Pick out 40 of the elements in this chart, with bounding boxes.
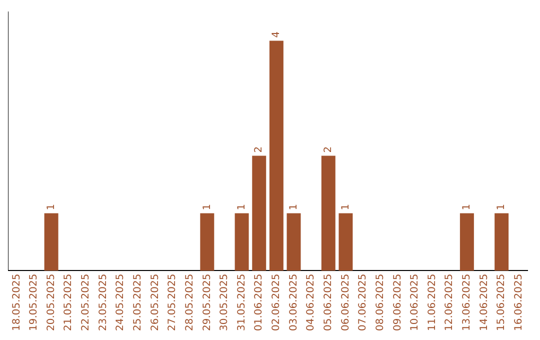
x-tick-label: 28.05.2025: [184, 274, 196, 332]
data-label: 1: [496, 204, 508, 210]
x-tick-label: 24.05.2025: [115, 274, 126, 332]
data-label: 1: [462, 204, 473, 210]
x-tick-label: 25.05.2025: [132, 274, 144, 332]
x-tick-label: 06.06.2025: [340, 274, 352, 332]
x-tick-label: 29.05.2025: [202, 274, 213, 332]
x-tick-label: 15.06.2025: [496, 274, 508, 332]
x-tick-label: 18.05.2025: [11, 274, 22, 332]
x-tick-label: 08.06.2025: [374, 274, 386, 332]
data-label: 4: [271, 31, 282, 38]
x-tick-label: 01.06.2025: [254, 274, 265, 332]
x-tick-label: 21.05.2025: [63, 274, 74, 332]
x-tick-label: 22.05.2025: [80, 274, 92, 332]
x-tick-label: 02.06.2025: [271, 274, 282, 332]
x-tick-label: 09.06.2025: [392, 274, 404, 332]
x-tick-label: 11.06.2025: [426, 274, 438, 332]
x-tick-label: 30.05.2025: [219, 274, 230, 332]
x-tick-label: 05.06.2025: [322, 274, 334, 332]
x-tick-label: 19.05.2025: [28, 274, 40, 332]
x-tick-label: 12.06.2025: [444, 274, 456, 332]
x-tick-label: 27.05.2025: [167, 274, 178, 332]
data-label: 1: [202, 204, 213, 210]
x-tick-label: 23.05.2025: [98, 274, 109, 332]
x-tick-label: 13.06.2025: [462, 274, 473, 332]
data-label: 1: [46, 204, 57, 210]
x-tick-label: 14.06.2025: [478, 274, 490, 332]
x-tick-label: 16.06.2025: [513, 274, 524, 332]
data-label: 1: [340, 204, 352, 210]
data-label: 2: [322, 146, 334, 153]
data-label: 1: [288, 204, 300, 210]
x-tick-label: 26.05.2025: [150, 274, 161, 332]
x-tick-label: 07.06.2025: [358, 274, 369, 332]
data-label: 1: [236, 204, 248, 210]
data-label: 2: [254, 146, 265, 153]
x-tick-label: 03.06.2025: [288, 274, 300, 332]
x-tick-label: 04.06.2025: [306, 274, 317, 332]
x-tick-label: 31.05.2025: [236, 274, 248, 332]
x-tick-label: 10.06.2025: [410, 274, 421, 332]
x-tick-label: 20.05.2025: [46, 274, 57, 332]
